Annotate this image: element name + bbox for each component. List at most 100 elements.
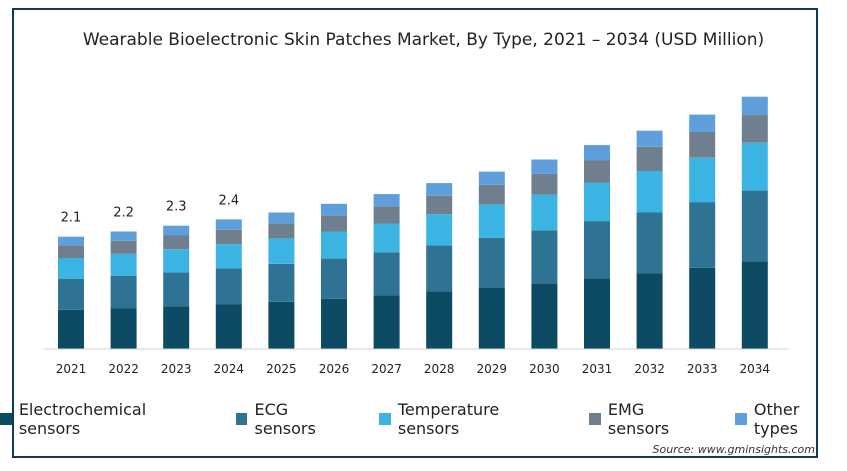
- bar-2027-series-1: [373, 252, 400, 296]
- bar-2029-series-0: [478, 287, 505, 349]
- x-tick-label-2023: 2023: [161, 362, 192, 376]
- legend-swatch-1: [235, 413, 248, 425]
- bar-2026-series-1: [321, 258, 347, 299]
- bar-2023-series-2: [163, 249, 190, 273]
- x-tick-label-2033: 2033: [687, 362, 718, 376]
- bar-2032-series-1: [636, 212, 663, 274]
- data-label-2021: 2.1: [61, 211, 82, 226]
- bar-2030-series-0: [531, 283, 558, 349]
- bars-group: [58, 96, 768, 349]
- x-tick-label-2026: 2026: [319, 362, 350, 376]
- bar-2029-series-1: [478, 237, 505, 288]
- x-tick-label-2034: 2034: [740, 362, 771, 376]
- x-tick-label-2022: 2022: [108, 362, 139, 376]
- source-note: Source: www.gminsights.com: [652, 443, 815, 456]
- legend-swatch-2: [379, 413, 391, 425]
- legend-item-3: EMG sensors: [589, 400, 709, 438]
- legend-swatch-3: [589, 413, 601, 425]
- data-label-2023: 2.3: [166, 200, 187, 215]
- bar-2033-series-3: [689, 131, 716, 158]
- bar-2032-series-2: [636, 171, 663, 213]
- legend-swatch-0: [0, 413, 12, 425]
- bar-2032-series-3: [636, 146, 663, 171]
- bar-2028-series-0: [426, 291, 453, 349]
- bar-2021-series-0: [58, 309, 84, 349]
- x-tick-label-2028: 2028: [424, 362, 455, 376]
- legend-item-0: Electrochemical sensors: [0, 400, 210, 438]
- bar-2025-series-2: [268, 238, 295, 264]
- bar-2023-series-3: [163, 235, 190, 250]
- data-label-2022: 2.2: [113, 206, 134, 221]
- bar-2033-series-0: [689, 267, 716, 349]
- legend-item-4: Other types: [735, 400, 847, 438]
- data-labels-group: 2.1 2.2 2.3 2.4: [61, 193, 239, 225]
- chart-frame: [12, 8, 818, 458]
- bar-2022-series-3: [110, 240, 137, 254]
- bar-2031-series-4: [584, 145, 610, 161]
- legend-item-1: ECG sensors: [235, 400, 353, 438]
- data-label-2024: 2.4: [218, 193, 239, 208]
- bar-2034-series-2: [741, 142, 768, 191]
- bar-2023-series-1: [163, 272, 190, 307]
- legend-label-2: Temperature sensors: [397, 400, 500, 438]
- legend-label-3: EMG sensors: [607, 400, 670, 438]
- legend-item-2: Temperature sensors: [379, 400, 563, 438]
- x-tick-label-2029: 2029: [477, 362, 508, 376]
- legend-label-4: Other types: [753, 400, 800, 438]
- bar-2027-series-4: [373, 194, 400, 207]
- bar-2027-series-0: [373, 295, 400, 349]
- bar-2029-series-2: [478, 204, 505, 238]
- bar-2029-series-4: [478, 171, 505, 185]
- bar-2025-series-0: [268, 301, 295, 349]
- bar-2030-series-2: [531, 194, 558, 231]
- legend-swatch-4: [735, 413, 747, 425]
- x-tick-label-2027: 2027: [371, 362, 402, 376]
- bar-2034-series-1: [741, 190, 768, 262]
- bar-2025-series-3: [268, 223, 295, 239]
- bar-2031-series-3: [584, 160, 610, 183]
- x-tick-label-2031: 2031: [582, 362, 613, 376]
- bar-2033-series-1: [689, 202, 716, 268]
- bar-2024-series-3: [215, 229, 242, 245]
- bar-2028-series-3: [426, 195, 453, 215]
- bar-2021-series-3: [58, 245, 84, 258]
- bar-2023-series-0: [163, 306, 190, 349]
- bar-2022-series-1: [110, 275, 137, 309]
- bar-2029-series-3: [478, 184, 505, 205]
- x-tick-label-2030: 2030: [529, 362, 560, 376]
- x-tick-label-2025: 2025: [266, 362, 297, 376]
- bar-2032-series-0: [636, 273, 663, 349]
- bar-2028-series-2: [426, 214, 453, 246]
- bar-2023-series-4: [163, 225, 190, 236]
- x-tick-labels-group: 2021 2022 2023 2024 2025 2026 2027 2028 2029 2030…: [56, 362, 770, 376]
- bar-2021-series-1: [58, 278, 84, 310]
- legend-label-1: ECG sensors: [254, 400, 316, 438]
- bar-2030-series-4: [531, 159, 558, 174]
- bar-2024-series-0: [215, 304, 242, 349]
- chart-title: Wearable Bioelectronic Skin Patches Mark…: [82, 30, 765, 50]
- legend: Electrochemical sensors ECG sensors Temper…: [0, 400, 847, 438]
- legend-label-0: Electrochemical sensors: [18, 400, 147, 438]
- bar-2025-series-4: [268, 212, 295, 224]
- bar-2021-series-2: [58, 258, 84, 279]
- bar-2021-series-4: [58, 236, 84, 246]
- bar-2028-series-1: [426, 245, 453, 292]
- bar-2034-series-0: [741, 261, 768, 349]
- bar-2032-series-4: [636, 130, 663, 147]
- bar-2026-series-0: [321, 298, 347, 349]
- bar-2031-series-0: [584, 278, 610, 349]
- bar-2027-series-2: [373, 223, 400, 253]
- bar-2034-series-3: [741, 115, 768, 143]
- bar-2024-series-2: [215, 244, 242, 269]
- bar-2026-series-4: [321, 203, 347, 216]
- bar-2022-series-2: [110, 254, 137, 276]
- bar-2026-series-2: [321, 231, 347, 259]
- bar-2024-series-1: [215, 268, 242, 305]
- bar-2033-series-2: [689, 157, 716, 203]
- bar-2025-series-1: [268, 263, 295, 302]
- x-tick-label-2024: 2024: [214, 362, 245, 376]
- bar-2030-series-1: [531, 230, 558, 284]
- bar-2031-series-1: [584, 221, 610, 279]
- bar-2024-series-4: [215, 219, 242, 230]
